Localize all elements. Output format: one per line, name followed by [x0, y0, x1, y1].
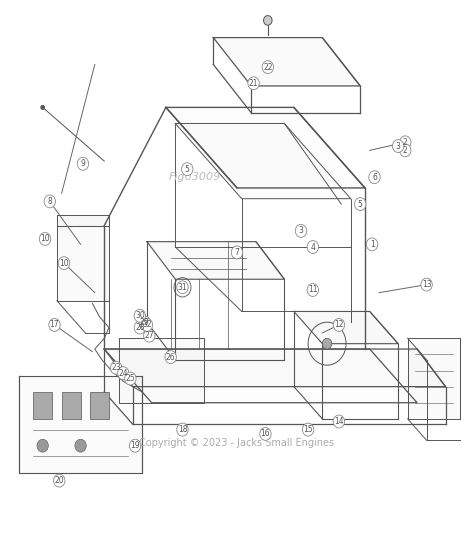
Circle shape — [75, 439, 86, 452]
Text: 12: 12 — [334, 321, 344, 329]
Circle shape — [366, 238, 378, 251]
Polygon shape — [104, 349, 446, 387]
Polygon shape — [19, 376, 142, 473]
Circle shape — [322, 338, 332, 349]
Circle shape — [49, 318, 60, 331]
Circle shape — [302, 423, 314, 436]
Circle shape — [134, 309, 146, 322]
Circle shape — [333, 318, 345, 331]
Text: 3: 3 — [396, 142, 401, 150]
Text: 9: 9 — [81, 159, 85, 168]
Circle shape — [182, 163, 193, 176]
Text: 3: 3 — [299, 227, 303, 235]
Bar — [33, 392, 52, 419]
Polygon shape — [118, 338, 204, 403]
Circle shape — [44, 195, 55, 208]
Polygon shape — [104, 349, 417, 403]
Text: 10: 10 — [40, 235, 50, 243]
Circle shape — [177, 281, 188, 294]
Circle shape — [118, 367, 129, 380]
Circle shape — [177, 423, 188, 436]
Text: 8: 8 — [47, 197, 52, 206]
Circle shape — [400, 136, 411, 149]
Circle shape — [134, 321, 146, 334]
Text: 5: 5 — [185, 165, 190, 173]
Text: 15: 15 — [303, 425, 313, 434]
Text: 23: 23 — [111, 364, 121, 372]
Circle shape — [369, 171, 380, 184]
Polygon shape — [408, 338, 460, 419]
Circle shape — [165, 351, 176, 364]
Text: 14: 14 — [334, 417, 344, 426]
Bar — [62, 392, 81, 419]
Text: 25: 25 — [126, 374, 135, 383]
Text: 11: 11 — [308, 286, 318, 294]
Circle shape — [125, 372, 136, 385]
Text: 18: 18 — [178, 425, 187, 434]
Polygon shape — [147, 242, 284, 279]
Text: 28: 28 — [135, 323, 145, 332]
Text: 4: 4 — [310, 243, 315, 251]
Circle shape — [129, 439, 141, 452]
Polygon shape — [57, 215, 109, 226]
Text: 30: 30 — [135, 311, 145, 320]
Text: 1: 1 — [370, 240, 374, 249]
Circle shape — [39, 233, 51, 245]
Circle shape — [400, 144, 411, 157]
Circle shape — [355, 198, 366, 211]
Text: 21: 21 — [249, 79, 258, 88]
Circle shape — [41, 105, 45, 110]
Text: 16: 16 — [261, 430, 270, 438]
Text: 24: 24 — [118, 369, 128, 378]
Text: 5: 5 — [358, 200, 363, 208]
Polygon shape — [175, 124, 351, 199]
Text: 20: 20 — [55, 476, 64, 485]
Circle shape — [231, 246, 243, 259]
Text: 26: 26 — [166, 353, 175, 361]
Text: 19: 19 — [130, 441, 140, 450]
Circle shape — [141, 318, 153, 331]
Circle shape — [144, 329, 155, 342]
Text: 2: 2 — [403, 138, 408, 147]
Polygon shape — [57, 226, 109, 301]
Circle shape — [260, 427, 271, 440]
Text: 7: 7 — [235, 248, 239, 257]
Circle shape — [333, 415, 345, 428]
Circle shape — [295, 224, 307, 237]
Text: Fig03009: Fig03009 — [168, 172, 220, 182]
Circle shape — [248, 77, 259, 90]
Circle shape — [307, 284, 319, 296]
Circle shape — [264, 16, 272, 25]
Text: 31: 31 — [178, 283, 187, 292]
Polygon shape — [166, 107, 365, 188]
Circle shape — [77, 157, 89, 170]
Text: 13: 13 — [422, 280, 431, 289]
Text: 27: 27 — [145, 331, 154, 340]
Circle shape — [54, 474, 65, 487]
Polygon shape — [213, 38, 360, 86]
Circle shape — [307, 241, 319, 253]
Circle shape — [421, 278, 432, 291]
Circle shape — [37, 439, 48, 452]
Bar — [90, 392, 109, 419]
Circle shape — [58, 257, 70, 270]
Polygon shape — [294, 311, 398, 344]
Text: 6: 6 — [372, 173, 377, 182]
Circle shape — [110, 361, 122, 374]
Circle shape — [262, 61, 273, 74]
Text: 32: 32 — [142, 321, 152, 329]
Text: 17: 17 — [50, 321, 59, 329]
Circle shape — [139, 316, 150, 329]
Text: 29: 29 — [140, 318, 149, 326]
Text: Copyright © 2023 - Jacks Small Engines: Copyright © 2023 - Jacks Small Engines — [139, 438, 335, 448]
Text: 10: 10 — [59, 259, 69, 267]
Text: 22: 22 — [263, 63, 273, 71]
Text: 2: 2 — [403, 146, 408, 155]
Circle shape — [392, 140, 404, 153]
